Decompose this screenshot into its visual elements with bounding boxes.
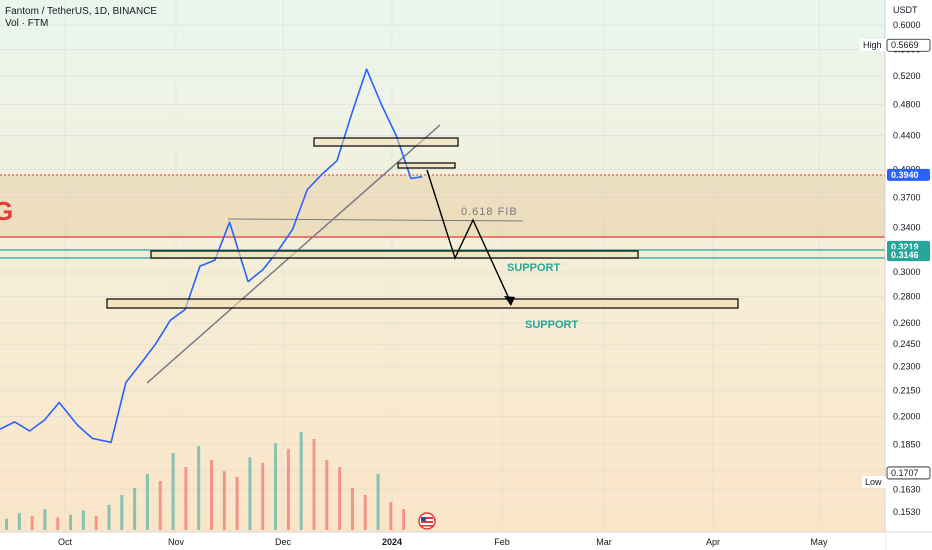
volume-indicator-label: Vol · FTM bbox=[5, 18, 49, 29]
high-label-box: High bbox=[860, 39, 886, 51]
resistance-box-upper[interactable] bbox=[313, 137, 459, 147]
volume-bar bbox=[248, 457, 252, 530]
price-tag-value: 0.5669 bbox=[891, 40, 919, 50]
volume-bar bbox=[94, 516, 98, 530]
time-tick-label: Oct bbox=[58, 537, 73, 547]
time-axis-ticks: Oct Nov Dec 2024 Feb Mar Apr May bbox=[58, 537, 828, 547]
low-label: Low bbox=[865, 477, 882, 487]
price-tick-label: 0.1850 bbox=[893, 439, 921, 449]
support-label-2: SUPPORT bbox=[525, 319, 578, 331]
volume-bar bbox=[299, 432, 303, 530]
time-tick-label: Feb bbox=[494, 537, 510, 547]
volume-bar bbox=[133, 488, 137, 530]
volume-bar bbox=[325, 460, 329, 530]
price-tick-label: 0.2300 bbox=[893, 362, 921, 372]
high-label: High bbox=[863, 40, 882, 50]
volume-bar bbox=[120, 495, 124, 530]
volume-bar bbox=[30, 516, 34, 530]
volume-bar bbox=[376, 474, 380, 530]
volume-bar bbox=[210, 460, 213, 530]
price-tick-label: 0.3400 bbox=[893, 222, 921, 232]
support-box-2[interactable] bbox=[106, 298, 739, 309]
time-axis-panel[interactable] bbox=[0, 532, 885, 550]
volume-bar bbox=[197, 446, 201, 530]
price-tag-current bbox=[887, 168, 930, 181]
left-label-fragment: G bbox=[0, 196, 13, 226]
volume-bar bbox=[235, 476, 239, 530]
low-label-box: Low bbox=[862, 476, 886, 488]
time-tick-label: Nov bbox=[168, 537, 185, 547]
volume-bar bbox=[184, 467, 188, 530]
volume-bar bbox=[350, 488, 354, 530]
time-tick-label: Apr bbox=[706, 537, 720, 547]
price-axis-currency: USDT bbox=[893, 5, 918, 15]
price-tick-label: 0.2150 bbox=[893, 386, 921, 396]
price-tick-label: 0.3000 bbox=[893, 267, 921, 277]
price-tick-label: 0.3700 bbox=[893, 192, 921, 202]
projection-arrowhead bbox=[504, 296, 515, 306]
price-axis-panel[interactable] bbox=[885, 0, 932, 532]
resistance-box-lower[interactable] bbox=[397, 162, 456, 169]
price-line bbox=[0, 68, 423, 444]
time-tick-label: Dec bbox=[275, 537, 292, 547]
volume-bar bbox=[286, 448, 290, 530]
price-tag-high bbox=[886, 38, 931, 52]
plot-background bbox=[0, 0, 885, 532]
price-tick-label: 0.1630 bbox=[893, 484, 921, 494]
volume-bar bbox=[56, 517, 60, 530]
volume-bar bbox=[69, 514, 73, 530]
support-box-1[interactable] bbox=[150, 250, 639, 259]
price-tag-low bbox=[886, 466, 931, 480]
volume-bar bbox=[17, 513, 21, 530]
time-tick-label: Mar bbox=[596, 537, 612, 547]
volume-bar bbox=[171, 453, 175, 530]
price-tag-support bbox=[887, 249, 930, 262]
volume-bar bbox=[5, 518, 8, 530]
price-tick-label: 0.2600 bbox=[893, 318, 921, 328]
volume-bar bbox=[402, 509, 406, 530]
volume-bar bbox=[261, 462, 265, 530]
fib-label: 0.618 FIB bbox=[461, 206, 518, 218]
price-tag-value: 0.3219 bbox=[891, 242, 919, 252]
price-tick-label: 0.2450 bbox=[893, 339, 921, 349]
projection-arrow-path[interactable] bbox=[426, 169, 512, 304]
price-tick-label: 0.2800 bbox=[893, 292, 921, 302]
volume-bar bbox=[338, 467, 342, 530]
price-tick-label: 0.2000 bbox=[893, 411, 921, 421]
time-tick-label: 2024 bbox=[382, 537, 402, 547]
volume-bar bbox=[389, 502, 393, 530]
volume-bar bbox=[107, 504, 111, 530]
time-tick-label: May bbox=[810, 537, 828, 547]
volume-bar bbox=[158, 481, 162, 530]
volume-bar bbox=[312, 439, 316, 530]
volume-bar bbox=[363, 495, 367, 530]
volume-bars bbox=[5, 432, 406, 530]
price-tick-label: 0.5200 bbox=[893, 71, 921, 81]
volume-bar bbox=[222, 471, 226, 530]
volume-bar bbox=[145, 474, 149, 530]
gridlines bbox=[0, 0, 885, 532]
flag-icon[interactable] bbox=[418, 512, 436, 530]
price-tag-value: 0.3940 bbox=[891, 170, 919, 180]
price-tick-label: 0.4800 bbox=[893, 100, 921, 110]
volume-bar bbox=[274, 443, 278, 530]
volume-bar bbox=[81, 510, 85, 530]
resistance-zone bbox=[0, 175, 885, 237]
price-tag-value: 0.1707 bbox=[891, 468, 919, 478]
price-tick-label: 0.4400 bbox=[893, 131, 921, 141]
price-tick-label: 0.1530 bbox=[893, 507, 921, 517]
chart-title: Fantom / TetherUS, 1D, BINANCE bbox=[5, 6, 158, 17]
volume-bar bbox=[43, 509, 47, 530]
price-tick-label: 0.6000 bbox=[893, 20, 921, 30]
support-label-1: SUPPORT bbox=[507, 262, 560, 274]
price-tag-value: 0.3146 bbox=[891, 250, 919, 260]
